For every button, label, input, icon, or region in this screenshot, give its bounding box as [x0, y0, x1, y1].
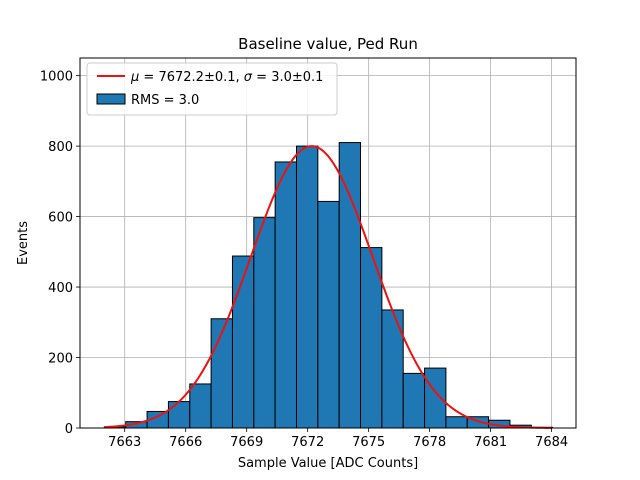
histogram-bar [167, 401, 191, 429]
y-tick-label: 0 [65, 422, 73, 437]
histogram-bar [231, 255, 255, 429]
x-tick-label: 7678 [413, 435, 446, 450]
x-tick-label: 7663 [108, 435, 141, 450]
x-tick-label: 7666 [169, 435, 202, 450]
legend-fit-mu-value: 7672.2±0.1 [158, 70, 235, 85]
y-tick-label: 1000 [40, 70, 73, 85]
y-tick-label: 600 [48, 211, 73, 226]
legend-fit-label: μ = 7672.2±0.1, σ = 3.0±0.1 [130, 70, 323, 85]
histogram-bar [317, 200, 340, 429]
y-axis-label: Events [16, 221, 31, 265]
histogram-bar [274, 161, 297, 429]
x-tick-label: 7675 [352, 435, 385, 450]
histogram-bar [424, 367, 447, 429]
histogram-bar [253, 217, 276, 429]
x-tick-label: 7669 [230, 435, 263, 450]
x-axis-ticks: 7663 7666 7669 7672 7675 7678 7681 7684 [108, 428, 568, 450]
histogram-bar [338, 142, 362, 429]
chart-title: Baseline value, Ped Run [238, 35, 418, 53]
y-tick-label: 800 [48, 140, 73, 155]
legend-box [86, 62, 338, 116]
x-tick-label: 7681 [474, 435, 507, 450]
y-axis-ticks: 0 200 400 600 800 1000 [40, 70, 80, 437]
histogram-bar [295, 145, 319, 429]
x-tick-label: 7684 [535, 435, 568, 450]
x-axis-label: Sample Value [ADC Counts] [238, 456, 418, 471]
legend-histogram-label: RMS = 3.0 [131, 93, 199, 108]
legend-fit-sigma-value: 3.0±0.1 [271, 70, 323, 85]
histogram-bar [402, 372, 426, 429]
x-tick-label: 7672 [291, 435, 324, 450]
legend: μ = 7672.2±0.1, σ = 3.0±0.1 RMS = 3.0 [86, 62, 338, 116]
gaussian-fit-curve [104, 145, 552, 429]
plot-frame [79, 57, 577, 429]
histogram-bars [103, 142, 554, 429]
histogram-bar [445, 416, 468, 429]
y-tick-label: 400 [48, 281, 73, 296]
y-tick-label: 200 [48, 352, 73, 367]
legend-histogram-swatch [96, 93, 126, 105]
histogram-bar [189, 383, 212, 429]
